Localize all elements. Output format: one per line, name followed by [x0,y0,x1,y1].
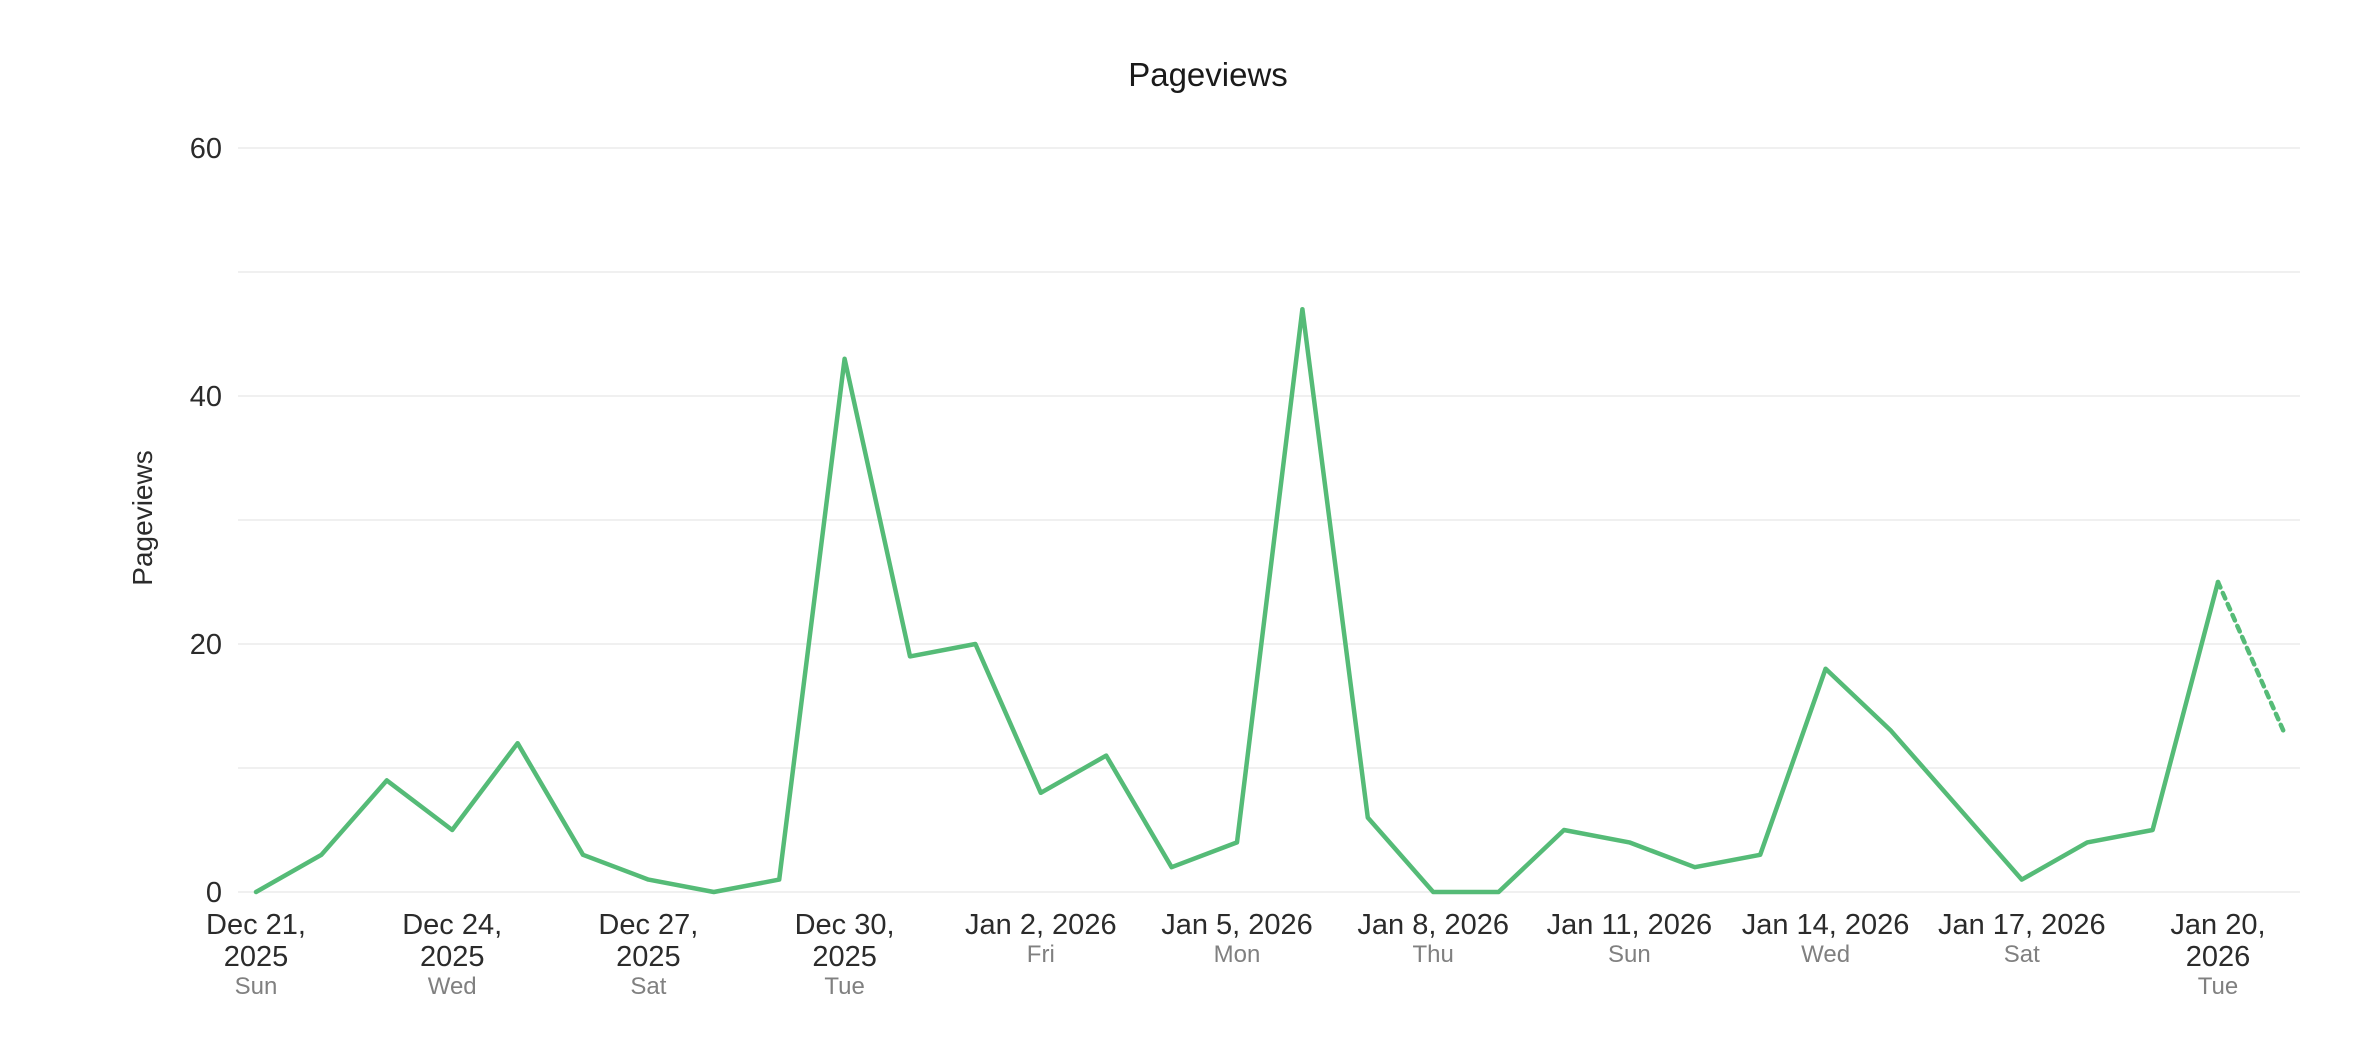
x-tick-label: Dec 24, [402,909,502,941]
x-tick-label: 2025 [420,941,485,973]
data-point [1430,889,1436,895]
x-tick-label: Jan 5, 2026 [1161,909,1313,941]
data-point [1038,790,1044,796]
data-point [1103,753,1109,759]
y-tick-label: 20 [190,629,222,661]
data-point [318,852,324,858]
x-tick-weekday: Sat [2004,941,2040,968]
x-tick-label: 2026 [2186,941,2251,973]
y-tick-label: 0 [206,877,222,909]
data-point [1234,839,1240,845]
data-point [1823,666,1829,672]
x-tick-label: Jan 20, [2170,909,2265,941]
data-point [515,740,521,746]
y-axis-label: Pageviews [127,450,158,585]
series-layer [253,306,2286,895]
data-point [1299,306,1305,312]
x-tick-weekday: Thu [1413,941,1454,968]
data-point [842,356,848,362]
grid-lines [238,147,2300,893]
y-axis-ticks: 0 20 40 60 [190,133,222,909]
x-tick-label: Jan 11, 2026 [1547,909,1713,941]
x-tick-label: 2025 [616,941,681,973]
data-point [2084,839,2090,845]
x-tick-label: 2025 [812,941,877,973]
y-tick-label: 60 [190,133,222,165]
data-point [645,877,651,883]
data-point [1561,827,1567,833]
series-line [253,306,2221,895]
x-tick-weekday: Sat [630,973,666,1000]
x-tick-weekday: Wed [428,973,477,1000]
data-point [1496,889,1502,895]
data-point [1626,839,1632,845]
x-tick-label: Jan 8, 2026 [1357,909,1509,941]
data-point [1692,864,1698,870]
x-tick-label: Jan 2, 2026 [965,909,1117,941]
data-point [2280,728,2286,734]
data-point [1888,728,1894,734]
data-point [776,877,782,883]
data-point [2215,579,2221,585]
x-tick-label: Dec 30, [795,909,895,941]
x-tick-label: Jan 14, 2026 [1742,909,1910,941]
data-point [449,827,455,833]
x-tick-weekday: Fri [1027,941,1055,968]
y-tick-label: 40 [190,381,222,413]
data-point [1365,815,1371,821]
data-point [1169,864,1175,870]
data-point [1757,852,1763,858]
data-point [253,889,259,895]
x-tick-weekday: Wed [1801,941,1850,968]
x-tick-weekday: Tue [824,973,864,1000]
data-point [907,653,913,659]
series-line-partial [2215,579,2286,734]
x-tick-label: Dec 21, [206,909,306,941]
data-point [711,889,717,895]
x-tick-label: 2025 [224,941,289,973]
data-point [580,852,586,858]
x-tick-weekday: Sun [235,973,278,1000]
chart-title: Pageviews [1128,56,1288,93]
x-tick-label: Dec 27, [598,909,698,941]
data-point [2150,827,2156,833]
data-point [384,777,390,783]
x-tick-weekday: Mon [1214,941,1261,968]
data-point [1953,802,1959,808]
x-tick-weekday: Tue [2198,973,2238,1000]
data-point [972,641,978,647]
x-tick-weekday: Sun [1608,941,1651,968]
data-point [2019,877,2025,883]
x-tick-label: Jan 17, 2026 [1938,909,2106,941]
